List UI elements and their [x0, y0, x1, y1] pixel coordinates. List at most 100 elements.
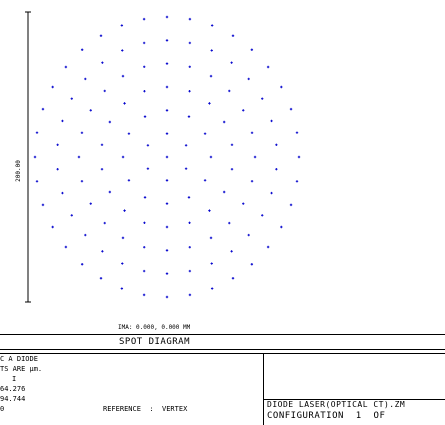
- spot-point: [165, 179, 169, 182]
- spot-point: [203, 132, 207, 135]
- spot-point: [231, 277, 235, 280]
- spot-point: [121, 155, 125, 159]
- footer-divider: [263, 353, 264, 425]
- spot-point: [188, 17, 192, 21]
- spot-point: [280, 85, 283, 89]
- spot-point: [210, 24, 214, 27]
- field-label: IMA: 0.000, 0.000 MM: [118, 324, 191, 331]
- spot-point: [56, 167, 59, 171]
- spot-point: [142, 269, 146, 273]
- spot-point: [101, 250, 104, 253]
- spot-point: [250, 263, 254, 266]
- configuration-label: CONFIGURATION 1 OF: [267, 411, 386, 421]
- spot-point: [143, 221, 146, 224]
- spot-point: [184, 144, 188, 147]
- spot-point: [99, 34, 103, 37]
- spot-point: [188, 90, 191, 93]
- spot-point: [230, 250, 233, 253]
- spot-point: [165, 15, 169, 19]
- spot-point: [209, 236, 213, 240]
- footer-left-line-6: 0: [0, 405, 5, 413]
- spot-point: [188, 41, 192, 45]
- spot-point: [143, 90, 146, 93]
- spot-point: [127, 179, 131, 182]
- spot-point: [250, 179, 254, 183]
- spot-point: [275, 143, 278, 147]
- spot-point: [165, 225, 169, 229]
- spot-point: [280, 225, 283, 229]
- footer-left-line-5: 94.744: [0, 395, 26, 403]
- spot-point: [143, 115, 147, 118]
- spot-point: [100, 143, 104, 147]
- spot-point: [289, 107, 293, 111]
- spot-point: [70, 214, 73, 217]
- spot-point: [77, 155, 81, 159]
- spot-point: [188, 245, 191, 249]
- spot-point: [261, 97, 264, 100]
- spot-point: [295, 180, 299, 183]
- spot-point: [143, 196, 147, 199]
- spot-point: [165, 132, 169, 135]
- spot-point: [120, 24, 124, 27]
- spot-point: [222, 190, 226, 194]
- spot-point: [35, 131, 39, 134]
- spot-point: [142, 293, 146, 297]
- spot-point: [33, 155, 37, 159]
- spot-point: [266, 65, 270, 69]
- spot-point: [100, 167, 104, 171]
- spot-point: [242, 202, 245, 205]
- spot-point: [121, 262, 124, 265]
- spot-point: [289, 203, 293, 207]
- spot-point: [120, 287, 124, 290]
- spot-point: [165, 249, 169, 252]
- spot-point: [108, 120, 112, 124]
- spot-point: [250, 48, 254, 51]
- spot-point: [230, 61, 233, 64]
- spot-point: [250, 131, 254, 135]
- spot-point: [56, 143, 59, 147]
- spot-point: [89, 109, 92, 112]
- spot-point: [210, 262, 213, 265]
- spot-point: [187, 115, 191, 118]
- spot-point: [187, 196, 191, 199]
- spot-point: [209, 155, 213, 159]
- spot-point: [80, 48, 84, 51]
- spot-points: [33, 15, 301, 299]
- spot-point: [61, 119, 64, 123]
- spot-point: [165, 155, 169, 159]
- spot-point: [165, 39, 169, 42]
- spot-point: [108, 190, 112, 194]
- spot-point: [231, 34, 235, 37]
- spot-point: [188, 221, 191, 224]
- spot-point: [84, 233, 87, 237]
- spot-point: [165, 295, 169, 299]
- spot-point: [247, 233, 250, 237]
- spot-point: [270, 119, 273, 123]
- spot-point: [127, 132, 131, 135]
- footer-left-line-2: TS ARE µm.: [0, 365, 43, 373]
- spot-point: [84, 77, 87, 81]
- spot-point: [165, 85, 169, 89]
- spot-point: [41, 203, 45, 207]
- spot-point: [101, 61, 104, 64]
- spot-point: [188, 269, 192, 273]
- spot-point: [146, 144, 150, 147]
- title-bottom-rule: [0, 349, 445, 350]
- spot-point: [80, 263, 84, 266]
- spot-point: [51, 225, 54, 229]
- spot-point: [228, 89, 231, 93]
- spot-point: [210, 49, 213, 52]
- spot-point: [203, 179, 207, 182]
- file-name-label: DIODE LASER(OPTICAL CT).ZM: [267, 400, 406, 409]
- spot-point: [297, 155, 301, 159]
- spot-point: [41, 107, 45, 111]
- footer-right-rule: [263, 399, 445, 400]
- spot-point: [242, 109, 245, 112]
- spot-point: [146, 167, 150, 170]
- reference-label: REFERENCE : VERTEX: [103, 405, 188, 413]
- spot-point: [35, 180, 39, 183]
- spot-point: [165, 62, 169, 65]
- spot-point: [209, 74, 213, 78]
- spot-point: [143, 65, 146, 69]
